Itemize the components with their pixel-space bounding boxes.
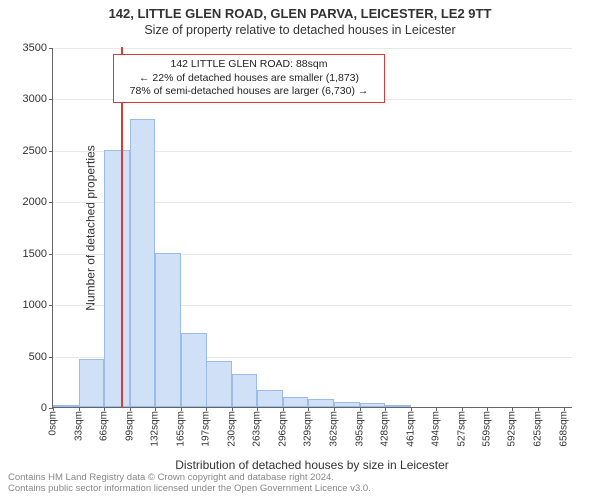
callout-line: ← 22% of detached houses are smaller (1,… xyxy=(120,72,378,86)
histogram-bar xyxy=(104,150,130,407)
histogram-bar xyxy=(385,405,411,407)
plot-area: 05001000150020002500300035000sqm33sqm66s… xyxy=(52,48,572,408)
y-tick-label: 2500 xyxy=(23,145,47,157)
x-tick-label: 132sqm xyxy=(150,411,161,447)
histogram-bar xyxy=(155,253,181,407)
footer-line: Contains public sector information licen… xyxy=(8,483,592,494)
y-tick-label: 3500 xyxy=(23,42,47,54)
x-tick-label: 33sqm xyxy=(73,411,84,441)
y-tick-label: 0 xyxy=(41,402,47,414)
histogram-bar xyxy=(206,361,232,407)
x-tick-label: 658sqm xyxy=(558,411,569,447)
histogram-bar xyxy=(334,402,360,407)
callout-line: 142 LITTLE GLEN ROAD: 88sqm xyxy=(120,58,378,72)
x-tick-label: 329sqm xyxy=(303,411,314,447)
x-tick-label: 527sqm xyxy=(457,411,468,447)
x-tick-label: 625sqm xyxy=(533,411,544,447)
x-tick-label: 362sqm xyxy=(328,411,339,447)
y-tick-label: 1500 xyxy=(23,248,47,260)
x-tick-label: 461sqm xyxy=(405,411,416,447)
y-tick-label: 2000 xyxy=(23,196,47,208)
x-tick-label: 592sqm xyxy=(507,411,518,447)
histogram-chart: Number of detached properties 0500100015… xyxy=(52,48,572,408)
footer: Contains HM Land Registry data © Crown c… xyxy=(0,468,600,500)
x-tick-label: 428sqm xyxy=(380,411,391,447)
histogram-bar xyxy=(283,397,309,407)
callout-line: 78% of semi-detached houses are larger (… xyxy=(120,85,378,99)
title-block: 142, LITTLE GLEN ROAD, GLEN PARVA, LEICE… xyxy=(0,0,600,37)
callout-box: 142 LITTLE GLEN ROAD: 88sqm← 22% of deta… xyxy=(113,54,385,103)
footer-line: Contains HM Land Registry data © Crown c… xyxy=(8,472,592,483)
x-tick-label: 0sqm xyxy=(48,411,59,435)
x-tick-label: 395sqm xyxy=(354,411,365,447)
histogram-bar xyxy=(79,359,105,407)
x-tick-label: 66sqm xyxy=(99,411,110,441)
histogram-bar xyxy=(53,405,79,407)
histogram-bar xyxy=(360,403,386,407)
x-tick-label: 230sqm xyxy=(226,411,237,447)
x-tick-label: 99sqm xyxy=(124,411,135,441)
histogram-bar xyxy=(130,119,156,407)
y-tick-label: 3000 xyxy=(23,93,47,105)
x-tick-label: 296sqm xyxy=(277,411,288,447)
histogram-bar xyxy=(257,390,283,407)
histogram-bar xyxy=(181,333,207,407)
histogram-bar xyxy=(232,374,258,407)
x-tick-label: 263sqm xyxy=(252,411,263,447)
x-tick-label: 197sqm xyxy=(200,411,211,447)
histogram-bar xyxy=(308,399,334,407)
y-tick-label: 1000 xyxy=(23,299,47,311)
y-tick-label: 500 xyxy=(29,351,47,363)
x-tick-label: 165sqm xyxy=(176,411,187,447)
page-subtitle: Size of property relative to detached ho… xyxy=(0,23,600,37)
page-title: 142, LITTLE GLEN ROAD, GLEN PARVA, LEICE… xyxy=(0,6,600,21)
x-tick-label: 559sqm xyxy=(481,411,492,447)
x-tick-label: 494sqm xyxy=(431,411,442,447)
